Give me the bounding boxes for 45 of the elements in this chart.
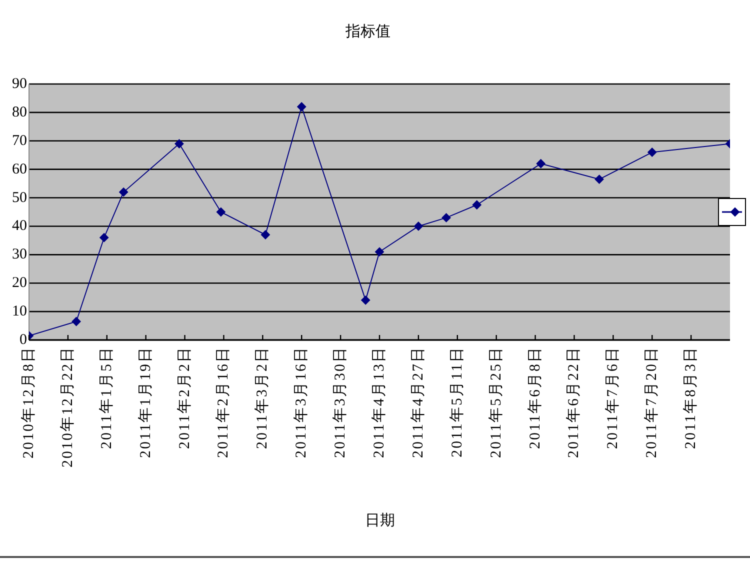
x-tick-label: 2011年3月30日: [332, 346, 349, 458]
x-tick-label: 2011年2月16日: [214, 346, 232, 458]
x-tick-label: 2011年6月22日: [565, 346, 582, 458]
x-tick-label: 2011年5月11日: [448, 346, 466, 458]
y-tick-label: 70: [12, 132, 27, 149]
x-tick-label: 2011年3月2日: [254, 346, 271, 449]
x-tick-label: 2011年1月19日: [136, 346, 154, 458]
point: [472, 200, 482, 210]
x-tick-label: 2011年4月13日: [370, 346, 388, 458]
point: [174, 139, 184, 148]
x-tick-label: 2010年12月8日: [20, 346, 37, 458]
point: [297, 102, 306, 112]
x-tick-label: 2011年1月5日: [98, 346, 115, 449]
x-tick-label: 2011年4月27日: [409, 346, 426, 458]
point: [100, 233, 109, 242]
point: [72, 317, 81, 326]
x-axis-title: 日期: [364, 511, 396, 530]
point: [594, 174, 604, 184]
point: [260, 230, 270, 240]
y-tick-label: 50: [12, 190, 27, 206]
y-tick-label: 80: [12, 104, 27, 120]
y-tick-label: 40: [12, 218, 27, 234]
x-tick-label: 2011年3月16日: [292, 346, 310, 458]
point: [536, 159, 546, 168]
point: [361, 296, 370, 305]
x-tick-label: 2011年2月2日: [176, 346, 193, 449]
y-tick-label: 20: [12, 275, 27, 292]
chart-title: 指标值: [344, 22, 392, 41]
point: [119, 188, 128, 197]
point: [375, 247, 384, 256]
x-tick-label: 2010年12月22日: [58, 346, 76, 468]
point: [442, 213, 451, 222]
y-tick-label: 90: [12, 76, 27, 92]
point: [216, 208, 226, 216]
y-tick-label: 10: [12, 304, 27, 320]
x-tick-label: 2011年5月25日: [487, 346, 504, 458]
x-tick-label: 2011年7月6日: [604, 346, 622, 449]
y-tick-label: 60: [12, 161, 27, 178]
point: [648, 148, 657, 157]
x-tick-label: 2011年8月3日: [682, 346, 700, 449]
x-tick-label: 2011年6月8日: [526, 346, 544, 449]
point: [414, 222, 423, 231]
x-tick-label: 2011年7月20日: [643, 346, 660, 458]
y-tick-label: 30: [12, 246, 27, 263]
y-tick-label: 0: [20, 332, 27, 348]
